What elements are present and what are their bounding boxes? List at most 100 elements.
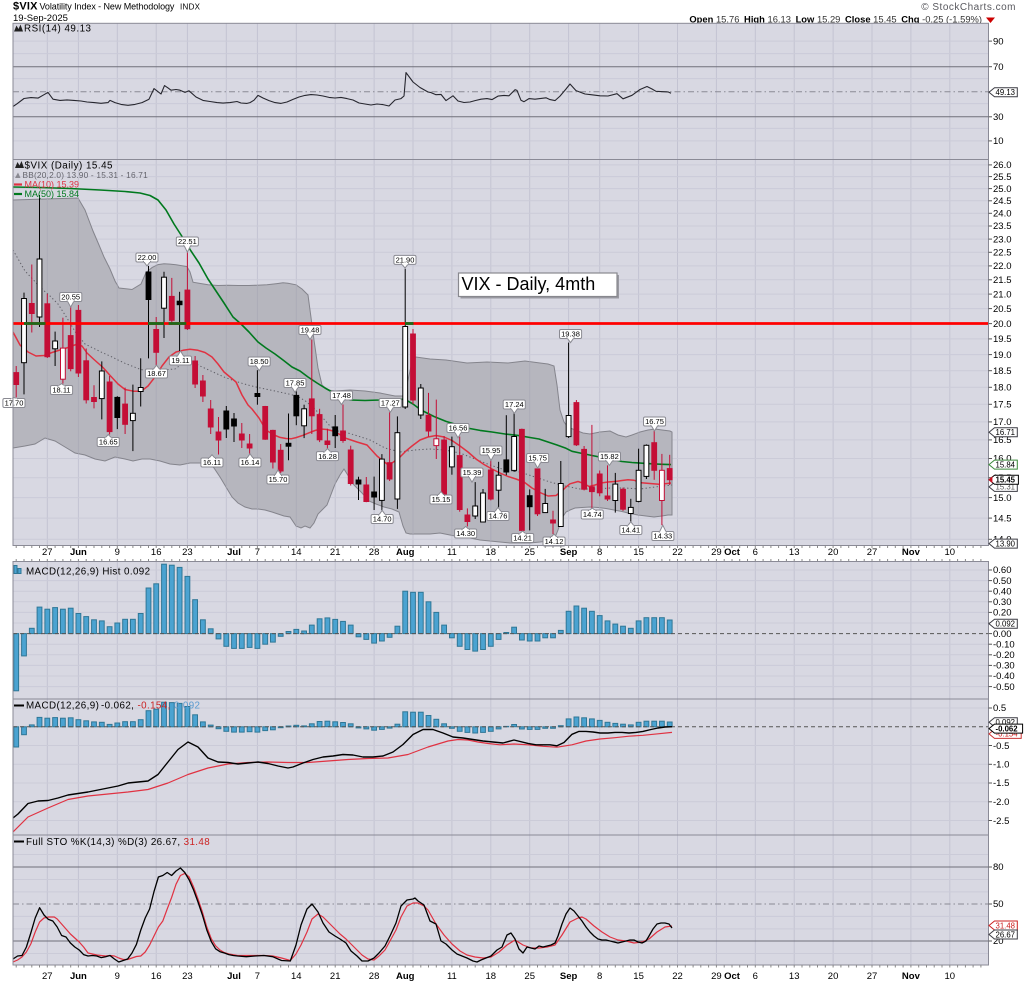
svg-text:16.5: 16.5 [993,435,1012,446]
svg-text:-0.50: -0.50 [993,682,1015,693]
svg-text:25: 25 [524,971,535,982]
svg-text:Volatility Index - New Methodo: Volatility Index - New Methodology [40,2,175,12]
svg-text:Sep: Sep [560,547,578,558]
svg-text:17.5: 17.5 [993,400,1012,411]
svg-text:15.0: 15.0 [993,493,1012,504]
svg-text:18.50: 18.50 [250,357,269,366]
svg-text:22: 22 [672,971,683,982]
svg-text:-2.0: -2.0 [993,797,1009,808]
svg-text:15.15: 15.15 [432,495,451,504]
svg-text:15.75: 15.75 [528,454,547,463]
svg-text:13.90: 13.90 [996,539,1016,548]
svg-text:28: 28 [369,547,380,558]
svg-text:-0.062: -0.062 [996,724,1019,733]
svg-text:18.0: 18.0 [993,383,1012,394]
svg-text:9: 9 [115,971,120,982]
svg-text:14.76: 14.76 [489,512,508,521]
svg-text:RSI(14) 49.13: RSI(14) 49.13 [24,24,92,35]
svg-text:18.5: 18.5 [993,366,1012,377]
svg-text:Jun: Jun [70,971,87,982]
svg-text:70: 70 [993,62,1004,73]
svg-text:15.31: 15.31 [996,483,1016,492]
svg-text:14.5: 14.5 [993,513,1012,524]
svg-text:10: 10 [993,136,1004,147]
svg-text:16: 16 [151,547,162,558]
svg-text:16.0: 16.0 [993,454,1012,465]
svg-text:Nov: Nov [902,547,921,558]
svg-text:14: 14 [291,971,302,982]
svg-text:16.71: 16.71 [996,428,1016,437]
svg-text:15.84: 15.84 [996,460,1016,469]
svg-text:24.5: 24.5 [993,196,1012,207]
svg-text:22.51: 22.51 [178,237,197,246]
svg-text:28: 28 [369,971,380,982]
svg-text:14.74: 14.74 [583,510,602,519]
svg-text:8: 8 [597,971,602,982]
svg-text:0.00: 0.00 [993,629,1012,640]
svg-text:Aug: Aug [396,547,415,558]
svg-text:23: 23 [182,547,193,558]
svg-text:19.11: 19.11 [171,356,189,365]
svg-text:Full STO %K(14,3) %D(3) 26.67,: Full STO %K(14,3) %D(3) 26.67, 31.48 [26,837,210,848]
svg-text:31.48: 31.48 [996,921,1016,930]
svg-text:50: 50 [993,899,1004,910]
svg-text:80: 80 [993,862,1004,873]
svg-text:27: 27 [42,547,53,558]
svg-text:17.85: 17.85 [286,379,305,388]
svg-text:8: 8 [597,547,602,558]
svg-text:0.5: 0.5 [993,703,1006,714]
svg-text:7: 7 [255,547,260,558]
svg-text:7: 7 [255,971,260,982]
svg-text:16.56: 16.56 [449,424,468,433]
svg-text:0.40: 0.40 [993,586,1012,597]
svg-text:26.67: 26.67 [996,930,1016,939]
svg-text:16: 16 [151,971,162,982]
svg-text:20.5: 20.5 [993,304,1012,315]
svg-text:Jul: Jul [227,547,241,558]
svg-text:-0.20: -0.20 [993,650,1015,661]
svg-text:INDX: INDX [180,3,201,12]
svg-text:-0.10: -0.10 [993,639,1015,650]
svg-text:17.48: 17.48 [332,391,351,400]
svg-text:MACD(12,26,9) Hist 0.092: MACD(12,26,9) Hist 0.092 [26,567,151,578]
svg-text:22.0: 22.0 [993,261,1012,272]
svg-text:$VIX: $VIX [13,1,38,13]
svg-text:21.0: 21.0 [993,289,1012,300]
svg-text:MA(10) 15.39: MA(10) 15.39 [25,180,80,190]
svg-text:14: 14 [291,547,302,558]
svg-text:10: 10 [945,971,956,982]
svg-text:-1.5: -1.5 [993,778,1009,789]
svg-text:18.67: 18.67 [147,369,166,378]
svg-text:23.0: 23.0 [993,234,1012,245]
svg-text:Sep: Sep [560,971,578,982]
svg-text:20: 20 [828,971,839,982]
svg-text:0.20: 0.20 [993,608,1012,619]
svg-text:14.41: 14.41 [621,526,640,535]
svg-text:20.55: 20.55 [61,293,80,302]
svg-text:14.70: 14.70 [373,515,392,524]
svg-text:10: 10 [945,547,956,558]
svg-text:15.95: 15.95 [482,446,501,455]
svg-text:22.00: 22.00 [138,253,157,262]
svg-text:16.75: 16.75 [645,417,664,426]
svg-text:BB(20,2.0) 13.90 - 15.31 - 16.: BB(20,2.0) 13.90 - 15.31 - 16.71 [23,170,149,180]
svg-text:15.45: 15.45 [996,476,1016,485]
svg-text:13: 13 [789,971,800,982]
svg-text:-0.154: -0.154 [996,730,1019,739]
svg-text:20: 20 [993,936,1004,947]
svg-text:13: 13 [789,547,800,558]
svg-text:25.0: 25.0 [993,184,1012,195]
svg-text:20.0: 20.0 [993,319,1012,330]
svg-text:16.28: 16.28 [318,452,337,461]
svg-text:19.5: 19.5 [993,334,1012,345]
svg-text:11: 11 [447,971,457,982]
svg-text:0.50: 0.50 [993,576,1012,587]
svg-text:23.5: 23.5 [993,221,1012,232]
svg-text:14.30: 14.30 [456,529,475,538]
svg-text:26.0: 26.0 [993,160,1012,171]
svg-text:VIX - Daily, 4mth: VIX - Daily, 4mth [462,274,596,294]
svg-text:21.90: 21.90 [396,256,415,265]
svg-text:$VIX (Daily) 15.45: $VIX (Daily) 15.45 [25,160,114,171]
svg-text:-0.062, -0.154, 0.092: -0.062, -0.154, 0.092 [101,701,200,712]
svg-text:Jul: Jul [227,971,241,982]
